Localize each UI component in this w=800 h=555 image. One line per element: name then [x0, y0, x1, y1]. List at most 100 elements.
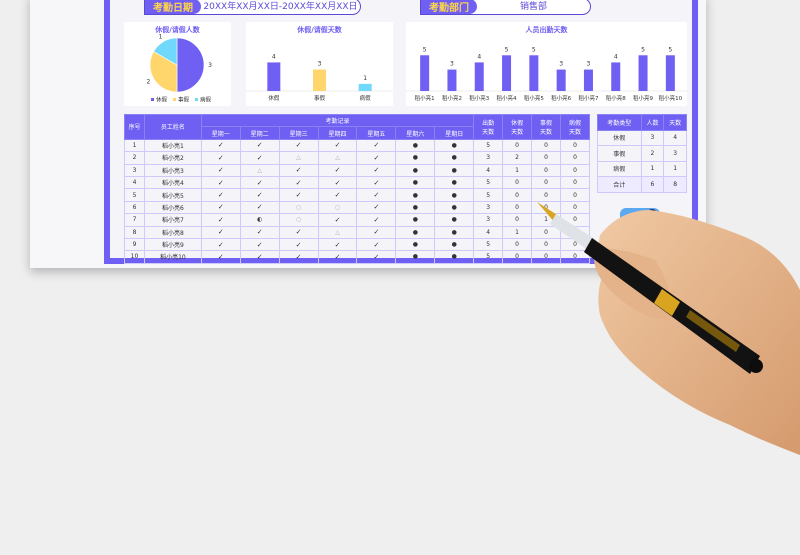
summary-cell[interactable]: 合计 — [597, 176, 642, 193]
cell-sick[interactable]: 0 — [559, 151, 591, 165]
cell-mark[interactable]: △ — [317, 151, 358, 165]
cell-mark[interactable]: ● — [395, 151, 436, 165]
cell-mark[interactable]: ✓ — [278, 237, 319, 252]
cell-mark[interactable]: △ — [239, 163, 280, 177]
cell-attend[interactable]: 4 — [473, 163, 504, 177]
table-row: 4 稻小亮4 ✓ ✓ ✓ ✓ ✓ ● ● 5 0 0 0 — [124, 175, 591, 190]
date-value: 20XX年XX月XX日-20XX年XX月XX日 — [203, 1, 358, 12]
cell-mark[interactable]: ● — [434, 163, 475, 177]
cell-attend[interactable]: 5 — [473, 237, 504, 252]
legend-label: 病假 — [200, 96, 212, 104]
cell-mark[interactable]: △ — [278, 151, 319, 165]
cell-sick[interactable]: 0 — [559, 163, 591, 177]
cell-mark[interactable]: ✓ — [239, 175, 280, 190]
cell-attend[interactable]: 3 — [473, 151, 504, 165]
cell-no[interactable]: 8 — [124, 225, 145, 239]
leave-days-chart-title: 休假/请假天数 — [297, 26, 342, 34]
cell-mark[interactable]: ✓ — [239, 237, 280, 252]
cell-mark[interactable]: ✓ — [200, 163, 241, 177]
cell-sick[interactable]: 0 — [559, 188, 591, 202]
x-tick-label: 稻小亮5 — [524, 94, 545, 102]
x-tick-label: 稻小亮6 — [551, 94, 572, 102]
bar-稻小亮7 — [583, 69, 593, 91]
cell-no[interactable]: 2 — [124, 151, 145, 165]
cell-attend[interactable]: 5 — [473, 138, 504, 153]
cell-personal[interactable]: 0 — [531, 250, 561, 264]
cell-mark[interactable]: ✓ — [200, 151, 241, 165]
cell-no[interactable]: 10 — [124, 250, 145, 264]
cell-attend[interactable]: 5 — [473, 250, 504, 264]
bar-value-label: 4 — [614, 53, 618, 60]
cell-mark[interactable]: ✓ — [239, 138, 280, 153]
cell-name[interactable]: 稻小亮3 — [143, 163, 202, 177]
bar-value-label: 1 — [363, 75, 367, 82]
cell-mark[interactable]: ○ — [278, 213, 319, 227]
cell-mark[interactable]: ✓ — [239, 188, 280, 202]
cell-vacation[interactable]: 0 — [502, 188, 533, 202]
cell-no[interactable]: 1 — [124, 138, 145, 153]
cell-attend[interactable]: 4 — [473, 225, 504, 239]
col-day: 星期三 — [278, 126, 319, 140]
summary-table: 考勤类型 人数 天数 休假 3 4 事假 2 3 病假 1 1 合计 6 8 — [597, 114, 687, 193]
cell-sick[interactable]: 0 — [559, 138, 591, 153]
legend-swatch — [151, 98, 154, 101]
bar-稻小亮10 — [665, 55, 675, 91]
cell-mark[interactable]: ✓ — [200, 188, 241, 202]
cell-name[interactable]: 稻小亮2 — [143, 151, 202, 165]
cell-mark[interactable]: ✓ — [200, 213, 241, 227]
cell-mark[interactable]: ● — [434, 151, 475, 165]
bar-value-label: 3 — [587, 61, 591, 68]
cell-no[interactable]: 9 — [124, 237, 145, 252]
cell-sick[interactable]: 0 — [559, 200, 591, 215]
cell-mark[interactable]: ✓ — [200, 237, 241, 252]
x-tick-label: 病假 — [360, 94, 372, 102]
cell-no[interactable]: 6 — [124, 200, 145, 215]
summary-row: 合计 6 8 — [597, 176, 687, 193]
cell-personal[interactable]: 0 — [531, 237, 561, 252]
cell-mark[interactable]: ✓ — [200, 250, 241, 264]
cell-sick[interactable]: 0 — [559, 175, 591, 190]
cell-mark[interactable]: ● — [434, 200, 475, 215]
cell-no[interactable]: 5 — [124, 188, 145, 202]
cell-attend[interactable]: 5 — [473, 175, 504, 190]
bar-休假 — [267, 62, 281, 91]
cell-attend[interactable]: 3 — [473, 200, 504, 215]
cell-mark[interactable]: ✓ — [239, 250, 280, 264]
cell-attend[interactable]: 3 — [473, 213, 504, 227]
cell-attend[interactable]: 5 — [473, 188, 504, 202]
attendance-days-chart: 5 稻小亮1 3 稻小亮2 4 稻小亮3 5 稻小亮4 5 稻小亮5 3 稻小亮6 3 稻小亮7 4 稻小亮8… — [406, 46, 689, 102]
cell-personal[interactable]: 0 — [531, 138, 561, 153]
summary-cell[interactable]: 6 — [640, 176, 665, 193]
cell-no[interactable]: 3 — [124, 163, 145, 177]
cell-mark[interactable]: ✓ — [200, 225, 241, 239]
cell-mark[interactable]: ✓ — [200, 138, 241, 153]
date-label: 考勤日期 — [145, 0, 201, 14]
cell-sick[interactable]: 0 — [559, 250, 591, 264]
col-day: 星期日 — [434, 126, 475, 140]
cell-mark[interactable]: ✓ — [356, 250, 397, 264]
department-field[interactable]: 考勤部门 销售部 — [420, 0, 591, 15]
cell-mark[interactable]: ● — [434, 188, 475, 202]
cell-mark[interactable]: ● — [395, 175, 436, 190]
table-row: 5 稻小亮5 ✓ ✓ ✓ ✓ ✓ ● ● 5 0 0 0 — [124, 188, 591, 202]
cell-mark[interactable]: ✓ — [200, 175, 241, 190]
cell-personal[interactable]: 0 — [531, 188, 561, 202]
cell-mark[interactable]: ● — [395, 237, 436, 252]
cell-mark[interactable]: ✓ — [317, 163, 358, 177]
summary-row: 事假 2 3 — [597, 145, 687, 162]
cell-mark[interactable]: ✓ — [356, 225, 397, 239]
cell-mark[interactable]: ✓ — [356, 163, 397, 177]
cell-mark[interactable]: ✓ — [356, 138, 397, 153]
cell-mark[interactable]: ✓ — [200, 200, 241, 215]
cell-name[interactable]: 稻小亮4 — [143, 175, 202, 190]
attendance-date-field[interactable]: 考勤日期 20XX年XX月XX日-20XX年XX月XX日 — [144, 0, 361, 15]
summary-cell[interactable]: 8 — [663, 176, 687, 193]
cell-mark[interactable]: ✓ — [239, 225, 280, 239]
cell-mark[interactable]: ✓ — [356, 237, 397, 252]
cell-no[interactable]: 7 — [124, 213, 145, 227]
cell-mark[interactable]: ○ — [317, 200, 358, 215]
cell-no[interactable]: 4 — [124, 175, 145, 190]
cell-mark[interactable]: ● — [395, 225, 436, 239]
summary-cell[interactable]: 4 — [663, 129, 687, 146]
cell-mark[interactable]: ✓ — [356, 175, 397, 190]
